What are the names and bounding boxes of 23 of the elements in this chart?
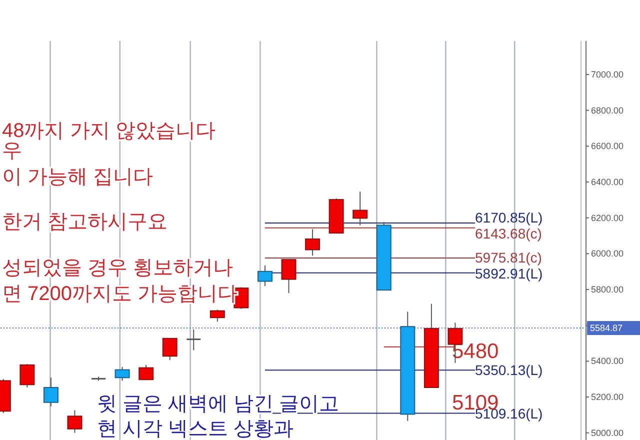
y-tick-label: 6600.00 [591, 141, 624, 152]
y-tick-label: 5400.00 [591, 356, 624, 366]
ref-line-label: 5584.87 [590, 323, 623, 334]
y-tick-label: 7000.00 [591, 70, 624, 80]
ref-line-label: 5975.81(c) [475, 249, 542, 266]
annotation: 한거 참고하시구요 [2, 211, 168, 233]
annotation: 우 [2, 140, 22, 162]
annotation: 윗 글은 새벽에 남긴 글이고 [97, 393, 340, 415]
ref-line-label: 6170.85(L) [475, 209, 543, 226]
annotation: 48까지 가지 않았습니다 [2, 120, 216, 142]
y-tick-label: 6200.00 [591, 212, 624, 223]
annotation: 이 가능해 집니다 [2, 166, 154, 188]
y-tick-label: 5800.00 [591, 284, 624, 294]
y-tick-label: 6000.00 [591, 248, 624, 259]
annotation: 현 시각 넥스트 상황과 [97, 418, 294, 440]
ref-line-label: 6143.68(c) [475, 225, 542, 242]
annotation: 성되었을 경우 횡보하거나 [2, 257, 234, 279]
y-tick-label: 6800.00 [591, 105, 624, 116]
ref-line-label: 5892.91(L) [475, 265, 543, 282]
ref-line-label: 5350.13(L) [475, 362, 543, 378]
y-tick-label: 5200.00 [591, 392, 624, 402]
y-tick-label: 6400.00 [591, 177, 624, 188]
y-tick-label: 5000.00 [591, 428, 624, 438]
